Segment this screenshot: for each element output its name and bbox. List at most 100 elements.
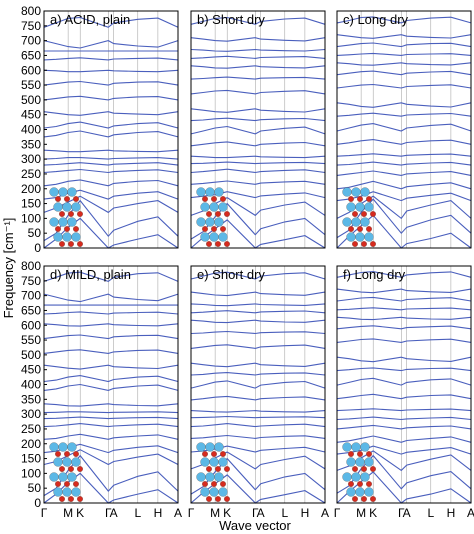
o-atom — [77, 241, 83, 247]
phonon-band-6 — [190, 415, 326, 419]
o-atom — [220, 226, 226, 232]
crystal-structure-inset — [342, 187, 376, 247]
x-tick-label: A — [257, 506, 265, 520]
zn-atom — [209, 232, 219, 242]
zn-atom — [218, 457, 228, 467]
zn-atom — [205, 217, 215, 227]
phonon-band-11 — [43, 111, 179, 116]
o-atom — [64, 481, 70, 487]
o-atom — [55, 226, 61, 232]
y-tick-label: 200 — [21, 437, 41, 451]
o-atom — [366, 451, 372, 457]
zn-atom — [49, 442, 59, 452]
zn-atom — [62, 232, 72, 242]
phonon-band-12 — [190, 344, 326, 349]
phonon-band-5 — [190, 423, 326, 428]
o-atom — [224, 466, 230, 472]
o-atom — [55, 196, 61, 202]
y-tick-label: 600 — [21, 63, 41, 77]
zn-atom — [218, 232, 228, 242]
zn-atom — [200, 457, 210, 467]
zn-atom — [355, 487, 365, 497]
x-tick-label: H — [301, 506, 310, 520]
y-tick-label: 300 — [21, 152, 41, 166]
zn-atom — [346, 232, 356, 242]
phonon-band-10 — [336, 367, 472, 372]
phonon-band-14 — [336, 62, 472, 66]
phonon-band-15 — [336, 52, 472, 56]
phonon-band-10 — [190, 372, 326, 376]
o-atom — [55, 481, 61, 487]
panel-title: f) Long dry — [343, 267, 406, 282]
crystal-structure-inset — [196, 187, 230, 247]
phonon-band-14 — [336, 316, 472, 321]
zn-atom — [53, 487, 63, 497]
o-atom — [206, 241, 212, 247]
crystal-structure-inset — [49, 442, 83, 502]
o-atom — [77, 496, 83, 502]
o-atom — [224, 211, 230, 217]
phonon-band-5 — [43, 423, 179, 428]
phonon-band-5 — [190, 168, 326, 174]
zn-atom — [205, 442, 215, 452]
phonon-band-7 — [190, 410, 326, 413]
zn-atom — [62, 487, 72, 497]
phonon-band-8 — [190, 395, 326, 401]
x-tick-label: Γ — [188, 506, 195, 520]
phonon-band-11 — [336, 102, 472, 108]
zn-atom — [360, 442, 370, 452]
o-atom — [73, 481, 79, 487]
y-tick-label: 750 — [21, 19, 41, 33]
zn-atom — [58, 217, 68, 227]
x-tick-label: H — [447, 506, 456, 520]
o-atom — [64, 226, 70, 232]
phonon-band-17 — [190, 37, 326, 42]
phonon-band-4 — [43, 179, 179, 187]
y-tick-label: 100 — [21, 466, 41, 480]
phonon-band-5 — [336, 424, 472, 430]
phonon-band-12 — [190, 89, 326, 95]
plot-frame — [190, 10, 326, 249]
y-tick-label: 600 — [21, 318, 41, 332]
x-tick-label: Γ — [105, 506, 112, 520]
x-tick-label: Γ — [252, 506, 259, 520]
zn-atom — [346, 457, 356, 467]
phonon-band-15 — [43, 57, 179, 61]
phonon-band-10 — [190, 117, 326, 122]
phonon-band-9 — [190, 125, 326, 135]
o-atom — [357, 226, 363, 232]
phonon-band-1 — [190, 202, 326, 240]
phonon-band-9 — [43, 130, 179, 138]
phonon-band-8 — [43, 149, 179, 153]
x-axis-label: Wave vector — [219, 518, 291, 533]
o-atom — [370, 496, 376, 502]
phonon-band-9 — [190, 380, 326, 389]
o-atom — [348, 451, 354, 457]
panel-title: e) Short dry — [197, 267, 265, 282]
zn-atom — [53, 202, 63, 212]
phonon-band-18 — [43, 271, 179, 283]
zn-atom — [62, 457, 72, 467]
phonon-band-7 — [190, 155, 326, 159]
phonon-band-10 — [43, 375, 179, 383]
zn-atom — [209, 202, 219, 212]
o-atom — [211, 451, 217, 457]
zn-atom — [351, 217, 361, 227]
phonon-band-13 — [190, 330, 326, 335]
x-tick-label: L — [427, 506, 434, 520]
y-tick-label: 750 — [21, 274, 41, 288]
zn-atom — [58, 187, 68, 197]
zn-atom — [209, 487, 219, 497]
phonon-band-13 — [43, 334, 179, 340]
phonon-band-3 — [336, 445, 472, 455]
x-tick-label: K — [369, 506, 377, 520]
y-tick-label: 150 — [21, 197, 41, 211]
zn-atom — [214, 442, 224, 452]
phonon-band-13 — [336, 70, 472, 76]
o-atom — [64, 451, 70, 457]
phonon-band-9 — [336, 377, 472, 386]
o-atom — [64, 196, 70, 202]
o-atom — [357, 481, 363, 487]
panel-title: a) ACID, plain — [50, 12, 130, 27]
